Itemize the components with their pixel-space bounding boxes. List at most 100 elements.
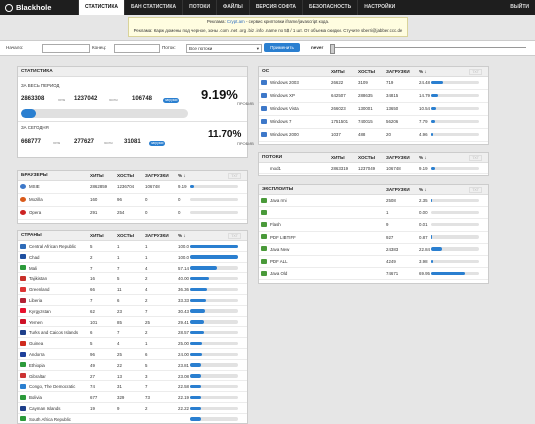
time-slider-thumb[interactable] <box>330 44 335 54</box>
nav-statistics[interactable]: СТАТИСТИКА <box>78 0 124 15</box>
exploits-col-percent[interactable]: % ↓ <box>419 187 427 192</box>
exploit-percent: 22.84 <box>419 247 430 252</box>
os-col-loads[interactable]: ЗАГРУЗКИ <box>386 69 410 74</box>
countries-col-percent[interactable]: % ↓ <box>178 233 186 238</box>
country-hits: 677 <box>90 395 97 400</box>
nav-soft-version[interactable]: ВЕРСИЯ СОФТА <box>249 0 302 15</box>
streams-col-loads[interactable]: ЗАГРУЗКИ <box>386 155 410 160</box>
countries-txt-button[interactable]: TXT <box>228 233 241 239</box>
country-percent-bar <box>190 396 238 400</box>
country-hosts: 5 <box>117 276 119 281</box>
exploits-col-loads[interactable]: ЗАГРУЗКИ <box>386 187 410 192</box>
exploit-percent-bar <box>431 199 479 203</box>
exploit-icon <box>261 246 267 251</box>
nav-files[interactable]: ФАЙЛЫ <box>216 0 249 15</box>
browsers-col-hits[interactable]: ХИТЫ <box>90 173 104 178</box>
streams-txt-button[interactable]: TXT <box>469 155 482 161</box>
streams-col-hits[interactable]: ХИТЫ <box>331 155 345 160</box>
country-percent-fill <box>190 342 202 346</box>
start-date-input[interactable] <box>42 44 90 53</box>
os-col-hits[interactable]: ХИТЫ <box>331 69 345 74</box>
countries-col-hosts[interactable]: ХОСТЫ <box>117 233 134 238</box>
country-name: Congo, The Democratic <box>29 384 75 389</box>
exploit-percent-fill <box>431 260 433 264</box>
nav-ban-statistics[interactable]: БАН СТАТИСТИКА <box>124 0 182 15</box>
nav-security[interactable]: БЕЗОПАСНОСТЬ <box>302 0 357 15</box>
os-percent-fill <box>431 120 435 124</box>
country-name: Central African Republic <box>29 244 76 249</box>
apply-button[interactable]: Применить <box>264 43 300 52</box>
exploit-percent-bar <box>431 211 479 215</box>
os-txt-button[interactable]: TXT <box>469 69 482 75</box>
stream-select[interactable]: Все потоки▾ <box>186 44 262 53</box>
stream-name: mod1 <box>270 166 281 171</box>
nav-settings[interactable]: НАСТРОЙКИ <box>357 0 401 15</box>
country-percent-bar <box>190 299 238 303</box>
exit-link[interactable]: ВЫЙТИ <box>510 0 529 15</box>
browsers-col-percent[interactable]: % ↓ <box>178 173 186 178</box>
exploits-txt-button[interactable]: TXT <box>469 187 482 193</box>
streams-col-hosts[interactable]: ХОСТЫ <box>358 155 375 160</box>
country-percent-fill <box>190 277 209 281</box>
promo-link[interactable]: Crypt.am <box>227 19 245 24</box>
country-percent-fill <box>190 353 202 357</box>
browsers-col-loads[interactable]: ЗАГРУЗКИ <box>145 173 169 178</box>
countries-col-hits[interactable]: ХИТЫ <box>90 233 104 238</box>
countries-col-loads[interactable]: ЗАГРУЗКИ <box>145 233 169 238</box>
country-percent-bar <box>190 288 238 292</box>
browsers-txt-button[interactable]: TXT <box>228 173 241 179</box>
browsers-col-hosts[interactable]: ХОСТЫ <box>117 173 134 178</box>
country-row[interactable]: South Africa Republic <box>18 414 247 424</box>
exploit-percent: 69.95 <box>419 271 430 276</box>
nav-streams[interactable]: ПОТОКИ <box>182 0 216 15</box>
streams-col-percent[interactable]: % ↓ <box>419 155 427 160</box>
os-col-hosts[interactable]: ХОСТЫ <box>358 69 375 74</box>
chevron-down-icon: ▾ <box>257 45 259 52</box>
country-percent: 23.08 <box>178 374 189 379</box>
logo[interactable]: Blackhole <box>5 2 51 13</box>
country-loads: 6 <box>145 352 147 357</box>
today-label: ЗА СЕГОДНЯ <box>21 125 49 130</box>
exploit-name: PDF ALL <box>270 259 288 264</box>
time-slider-track[interactable] <box>331 47 526 48</box>
country-hosts: 31 <box>117 384 122 389</box>
country-percent: 29.41 <box>178 320 189 325</box>
os-col-percent[interactable]: % ↓ <box>419 69 427 74</box>
end-date-input[interactable] <box>114 44 160 53</box>
country-hosts: 22 <box>117 363 122 368</box>
country-hosts: 9 <box>117 406 119 411</box>
country-percent-fill <box>190 299 206 303</box>
